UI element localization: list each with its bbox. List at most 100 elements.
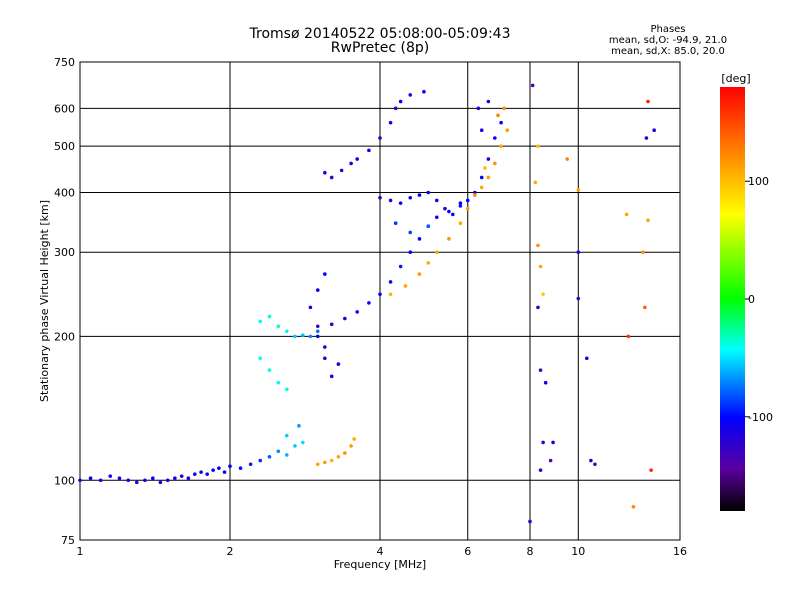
data-point: [315, 462, 320, 467]
data-point: [343, 316, 347, 321]
data-point: [649, 468, 653, 472]
data-point: [465, 198, 470, 203]
data-point: [378, 195, 382, 200]
data-point: [398, 264, 403, 269]
data-point: [451, 212, 455, 217]
data-point: [315, 334, 320, 339]
data-point: [626, 334, 631, 339]
data-point: [126, 478, 131, 483]
data-point: [493, 136, 497, 140]
data-point: [584, 356, 589, 361]
data-point: [339, 168, 344, 173]
data-point: [367, 301, 371, 305]
y-axis-ticks: 75 100 200 300 400 500 600 750: [54, 56, 75, 547]
data-point: [349, 444, 353, 448]
data-point: [301, 440, 305, 445]
data-point: [284, 453, 289, 457]
data-point: [593, 462, 597, 467]
data-point: [329, 175, 334, 180]
colorbar-tick-label: 0: [748, 293, 755, 306]
colorbar-tick-label: -100: [748, 411, 773, 424]
phases-x-stats: mean, sd,X: 85.0, 20.0: [611, 46, 725, 57]
data-point: [217, 466, 221, 470]
data-point: [349, 161, 353, 166]
y-tick-label: 100: [54, 474, 75, 487]
data-point: [388, 120, 393, 125]
data-point: [388, 292, 393, 297]
data-point: [551, 440, 555, 445]
data-point: [355, 157, 359, 161]
data-point: [536, 305, 540, 310]
chart-title: Tromsø 20140522 05:08:00-05:09:43: [249, 26, 511, 42]
data-point: [343, 451, 347, 455]
data-point: [267, 314, 272, 319]
data-point: [543, 380, 548, 385]
data-point: [199, 470, 203, 474]
data-point: [652, 128, 656, 132]
data-point: [276, 380, 281, 385]
data-point: [352, 437, 356, 441]
data-point: [496, 113, 500, 118]
data-point: [258, 458, 263, 463]
y-tick-label: 400: [54, 186, 75, 199]
x-tick-label: 4: [377, 545, 384, 558]
data-point: [211, 468, 215, 472]
data-point: [422, 89, 426, 94]
data-point: [589, 458, 593, 463]
data-point: [408, 93, 413, 97]
data-point: [297, 424, 301, 428]
data-point: [434, 250, 439, 255]
data-point: [323, 170, 327, 175]
data-point: [541, 440, 545, 445]
data-point: [323, 272, 327, 276]
data-point: [473, 193, 477, 197]
data-point: [329, 322, 334, 327]
data-point: [143, 478, 147, 483]
data-point: [486, 99, 491, 104]
data-point: [388, 280, 393, 284]
y-tick-label: 750: [54, 56, 75, 69]
data-point: [173, 476, 177, 481]
data-point: [408, 195, 413, 200]
data-point: [393, 221, 398, 226]
chart-subtitle: RwPretec (8p): [331, 40, 429, 56]
data-point: [528, 519, 532, 524]
data-point: [486, 157, 491, 161]
data-point: [378, 292, 382, 297]
data-point: [284, 387, 289, 392]
data-point: [541, 292, 545, 297]
data-point: [447, 237, 451, 241]
data-point: [258, 319, 263, 324]
data-point: [530, 83, 535, 88]
data-point: [336, 454, 341, 459]
data-point: [258, 356, 263, 361]
data-point: [624, 212, 629, 217]
data-point: [533, 180, 538, 185]
data-point: [644, 136, 649, 140]
data-point: [479, 128, 484, 132]
data-point: [479, 185, 484, 190]
data-point: [536, 144, 540, 148]
data-point: [565, 157, 569, 161]
data-point: [426, 190, 431, 195]
data-point: [458, 201, 463, 205]
data-point: [393, 106, 398, 111]
data-point: [486, 175, 491, 180]
data-point: [228, 464, 232, 469]
data-point: [315, 288, 320, 292]
data-point: [329, 374, 334, 379]
data-point: [165, 478, 170, 483]
data-point: [426, 224, 431, 229]
data-point: [417, 193, 422, 197]
data-point: [301, 333, 305, 338]
data-point: [458, 221, 463, 226]
colorbar-tick-label: 100: [748, 175, 769, 188]
data-point: [284, 433, 289, 438]
data-point: [631, 505, 636, 509]
data-point: [108, 474, 113, 478]
data-point: [538, 368, 543, 372]
data-point: [646, 218, 650, 223]
data-point: [78, 478, 82, 483]
data-point: [479, 175, 484, 180]
